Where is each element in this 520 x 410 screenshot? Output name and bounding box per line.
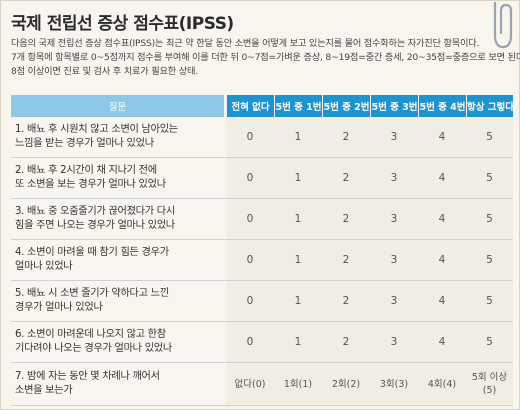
score-cell: 없다(0) xyxy=(226,363,274,406)
score-cell: 2 xyxy=(322,199,370,240)
score-cell: 1 xyxy=(274,199,322,240)
score-cell: 0 xyxy=(226,240,274,281)
question-line: 느낌을 받는 경우가 얼마나 있었나 xyxy=(15,138,154,149)
score-cell: 1회(1) xyxy=(274,363,322,406)
score-cell: 1 xyxy=(274,322,322,363)
score-cell: 3 xyxy=(370,199,418,240)
header-score-2: 5번 중 2번 xyxy=(322,95,370,117)
score-cell: 2 xyxy=(322,281,370,322)
table-row: 7. 밤에 자는 동안 몇 차례나 깨어서 소변을 보는가 없다(0) 1회(1) 2회… xyxy=(11,363,513,406)
description: 다음의 국제 전립선 증상 점수표(IPSS)는 최근 약 한달 동안 소변을 … xyxy=(11,37,520,79)
score-cell: 4 xyxy=(418,158,466,199)
score-cell: 5 xyxy=(466,322,513,363)
question-line: 2. 배뇨 후 2시간이 채 지나기 전에 xyxy=(15,165,157,176)
question-line: 또 소변을 보는 경우가 얼마나 있었나 xyxy=(15,179,166,190)
score-cell: 2 xyxy=(322,158,370,199)
score-cell: 3 xyxy=(370,117,418,158)
score-cell: 5 xyxy=(466,240,513,281)
score-cell: 3 xyxy=(370,322,418,363)
score-cell: 2 xyxy=(322,117,370,158)
score-cell: 4 xyxy=(418,281,466,322)
paperclip-icon xyxy=(493,1,513,49)
score-cell: 4 xyxy=(418,117,466,158)
table-row: 4. 소변이 마려울 때 참기 힘든 경우가 얼마나 있었나 0 1 2 3 4 5 xyxy=(11,240,513,281)
question-line: 7. 밤에 자는 동안 몇 차례나 깨어서 xyxy=(15,371,160,382)
score-cell: 5 xyxy=(466,199,513,240)
score-cell: 0 xyxy=(226,158,274,199)
score-cell: 1 xyxy=(274,240,322,281)
header-score-5: 항상 그렇다 xyxy=(466,95,514,117)
score-cell: 4 xyxy=(418,240,466,281)
score-cell: 0 xyxy=(226,322,274,363)
question-line: 4. 소변이 마려울 때 참기 힘든 경우가 xyxy=(15,247,169,258)
score-cell: 5 xyxy=(466,281,513,322)
header-score-0: 전혀 없다 xyxy=(226,95,274,117)
score-cell: 2 xyxy=(322,322,370,363)
score-cell: 4 xyxy=(418,322,466,363)
question-line: 기다려야 나오는 경우가 얼마나 있었나 xyxy=(15,343,172,354)
score-cell: 0 xyxy=(226,117,274,158)
score-cell: 5 xyxy=(466,117,513,158)
header-question: 질문 xyxy=(11,95,226,117)
score-cell: 5 xyxy=(466,158,513,199)
question-line: 힘을 주면 나오는 경우가 얼마나 있었나 xyxy=(15,220,175,231)
score-cell: 1 xyxy=(274,158,322,199)
score-cell: 3 xyxy=(370,240,418,281)
question-line: 6. 소변이 마려운데 나오지 않고 한참 xyxy=(15,329,166,340)
score-cell: 2 xyxy=(322,240,370,281)
header-score-4: 5번 중 4번 xyxy=(418,95,466,117)
score-cell: 5회 이상 (5) xyxy=(466,363,513,406)
question-line: 경우가 얼마나 있었나 xyxy=(15,302,103,313)
score-cell: 1 xyxy=(274,281,322,322)
table-row: 5. 배뇨 시 소변 줄기가 약하다고 느낀 경우가 얼마나 있었나 0 1 2 3 4 5 xyxy=(11,281,513,322)
score-cell: 1 xyxy=(274,117,322,158)
question-line: 1. 배뇨 후 시원치 않고 소변이 남아있는 xyxy=(15,124,178,135)
score-cell: 0 xyxy=(226,281,274,322)
description-line: 8점 이상이면 진료 및 검사 후 치료가 필요한 상태. xyxy=(11,66,198,77)
score-cell: 4회(4) xyxy=(418,363,466,406)
score-cell: 3 xyxy=(370,281,418,322)
score-cell: 0 xyxy=(226,199,274,240)
ipss-table: 질문 전혀 없다 5번 중 1번 5번 중 2번 5번 중 3번 5번 중 4번… xyxy=(11,95,514,406)
question-line: 5. 배뇨 시 소변 줄기가 약하다고 느낀 xyxy=(15,288,169,299)
table-header-row: 질문 전혀 없다 5번 중 1번 5번 중 2번 5번 중 3번 5번 중 4번… xyxy=(11,95,514,117)
score-cell: 3 xyxy=(370,158,418,199)
score-cell: 2회(2) xyxy=(322,363,370,406)
description-line: 7개 항목에 항목별로 0~5점까지 점수를 부여해 이를 더한 뒤 0~7점=… xyxy=(11,52,520,63)
page-title: 국제 전립선 증상 점수표(IPSS) xyxy=(11,14,234,34)
description-line: 다음의 국제 전립선 증상 점수표(IPSS)는 최근 약 한달 동안 소변을 … xyxy=(11,38,480,49)
score-cell: 4 xyxy=(418,199,466,240)
score-cell: 3회(3) xyxy=(370,363,418,406)
question-line: 소변을 보는가 xyxy=(15,385,73,396)
header-score-3: 5번 중 3번 xyxy=(370,95,418,117)
question-line: 3. 배뇨 중 오줌줄기가 끊어졌다가 다시 xyxy=(15,206,175,217)
header-score-1: 5번 중 1번 xyxy=(274,95,322,117)
question-line: 얼마나 있었나 xyxy=(15,261,73,272)
